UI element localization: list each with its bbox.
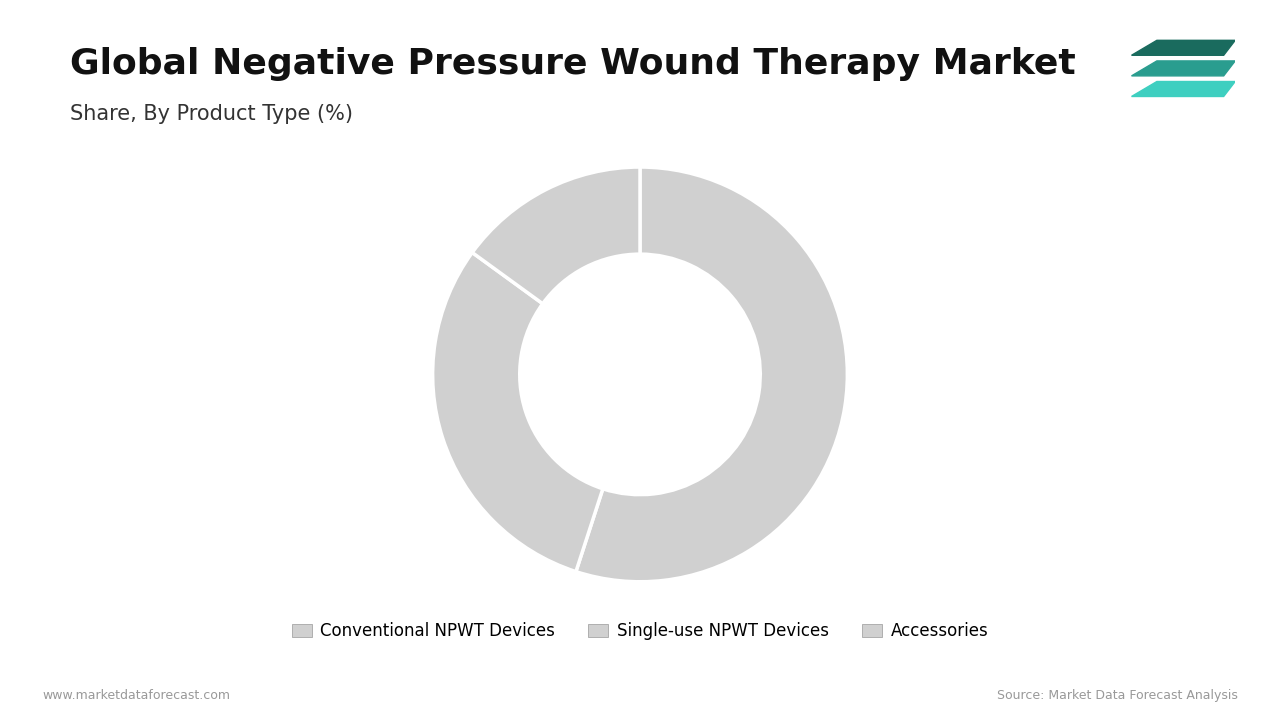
Polygon shape <box>1132 61 1235 76</box>
Text: Share, By Product Type (%): Share, By Product Type (%) <box>70 104 353 125</box>
Wedge shape <box>433 253 603 572</box>
Legend: Conventional NPWT Devices, Single-use NPWT Devices, Accessories: Conventional NPWT Devices, Single-use NP… <box>285 616 995 647</box>
Wedge shape <box>472 167 640 304</box>
Wedge shape <box>576 167 847 582</box>
Text: Source: Market Data Forecast Analysis: Source: Market Data Forecast Analysis <box>997 689 1238 702</box>
Text: Global Negative Pressure Wound Therapy Market: Global Negative Pressure Wound Therapy M… <box>70 47 1076 81</box>
Text: www.marketdataforecast.com: www.marketdataforecast.com <box>42 689 230 702</box>
Polygon shape <box>1132 40 1235 55</box>
Polygon shape <box>1132 81 1235 96</box>
